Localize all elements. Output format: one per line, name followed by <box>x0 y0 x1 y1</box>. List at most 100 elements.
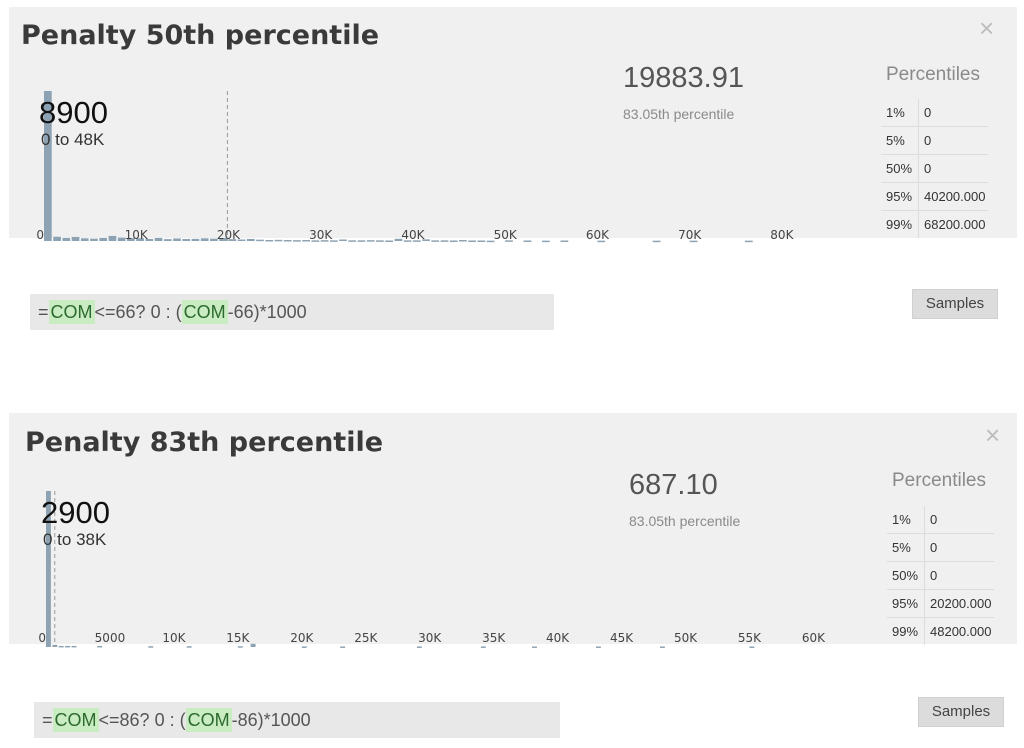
chart-card-1: Penalty 50th percentile × 0 10K 20K 30K 40K 5… <box>9 7 1017 243</box>
histogram-bar <box>127 238 135 241</box>
histogram-bar <box>597 240 606 243</box>
x-tick-label: 25K <box>354 631 378 645</box>
histogram-bar <box>182 238 191 241</box>
histogram-bar <box>348 240 357 242</box>
histogram-bar <box>311 240 320 242</box>
histogram-bar <box>191 238 200 241</box>
histogram-bar <box>219 237 227 241</box>
x-tick-label: 0 <box>38 631 46 645</box>
x-tick-label: 0 <box>36 228 44 242</box>
x-tick-label: 30K <box>309 228 333 242</box>
histogram-bar <box>301 646 307 648</box>
stat-value: 19883.91 <box>623 62 744 94</box>
formula-ref-com[interactable]: COM <box>52 708 99 732</box>
histogram-bar <box>97 645 103 648</box>
table-row: 5% 0 <box>881 126 988 155</box>
percentile-key: 1% <box>887 506 925 534</box>
histogram-bar <box>652 240 661 243</box>
percentile-value: 40200.000 <box>918 182 988 211</box>
histogram-bar <box>274 239 283 242</box>
histogram-bar <box>136 238 144 241</box>
histogram-bar <box>468 240 477 242</box>
x-tick-label: 10K <box>162 631 186 645</box>
peak-count-label: 2900 <box>41 495 110 530</box>
histogram-bar <box>689 240 698 243</box>
chart-card-2: Penalty 83th percentile × 0 5000 10K 15K 20K… <box>9 413 1017 648</box>
histogram-bar <box>71 645 77 648</box>
x-tick-label: 15K <box>226 631 250 645</box>
x-tick-label: 30K <box>418 631 442 645</box>
table-row: 1% 0 <box>887 506 994 534</box>
formula-ref-com[interactable]: COM <box>181 300 228 324</box>
histogram-bar <box>117 237 126 241</box>
histogram-bar <box>385 240 393 242</box>
formula-equals: = <box>42 710 53 730</box>
histogram-bar <box>186 646 192 648</box>
x-tick-label: 10K <box>125 228 149 242</box>
samples-button[interactable]: Samples <box>912 289 998 319</box>
formula-ref-com[interactable]: COM <box>185 708 232 732</box>
stat-caption: 83.05th percentile <box>623 106 735 122</box>
peak-range-label: 0 to 48K <box>41 130 105 149</box>
chart-title: Penalty 83th percentile <box>25 427 384 458</box>
histogram-bar <box>376 240 384 242</box>
histogram-bar <box>108 235 117 241</box>
histogram-bar <box>595 646 601 648</box>
histogram-bar <box>200 238 209 241</box>
table-row: 1% 0 <box>881 99 988 127</box>
x-tick-label: 60K <box>802 631 826 645</box>
histogram-bar <box>749 646 755 648</box>
percentile-key: 5% <box>881 126 919 155</box>
histogram-bar <box>256 239 264 242</box>
percentile-value: 68200.000 <box>924 217 986 232</box>
percentile-value: 0 <box>918 154 988 183</box>
x-tick-label: 20K <box>290 631 314 645</box>
histogram-bar <box>486 240 495 243</box>
close-icon[interactable]: × <box>979 13 995 43</box>
x-tick-label: 60K <box>586 228 610 242</box>
histogram-bar <box>173 238 181 241</box>
samples-button[interactable]: Samples <box>918 697 1004 727</box>
histogram-bar <box>71 236 80 241</box>
histogram-bar <box>90 238 98 241</box>
percentile-key: 50% <box>887 561 925 590</box>
percentile-value: 0 <box>924 533 994 562</box>
percentiles-table: 1% 0 5% 0 50% 0 95% 40200.000 99% 68200.000 <box>881 99 988 238</box>
histogram-bar <box>58 645 64 648</box>
histogram-bar <box>431 240 440 242</box>
histogram-bar <box>340 646 346 648</box>
formula-field[interactable]: = COM <=66? 0 : (COM -66)*1000 <box>30 294 554 330</box>
table-row: 95% 40200.000 <box>881 182 988 211</box>
percentiles-title: Percentiles <box>892 470 986 491</box>
x-tick-label: 45K <box>610 631 634 645</box>
stat-value: 687.10 <box>629 469 718 501</box>
stat-caption: 83.05th percentile <box>629 513 741 529</box>
percentiles-title: Percentiles <box>886 64 980 85</box>
histogram-bar <box>532 646 537 648</box>
table-row: 50% 0 <box>881 154 988 183</box>
histogram-bar <box>560 240 569 242</box>
formula-ref-com[interactable]: COM <box>48 300 95 324</box>
percentile-key: 50% <box>881 154 919 183</box>
histogram-bar <box>145 238 154 241</box>
histogram-bar <box>237 646 243 648</box>
percentile-value: 0 <box>918 99 988 127</box>
close-icon[interactable]: × <box>985 420 1001 450</box>
histogram-bar <box>542 240 550 243</box>
histogram-bar <box>99 237 108 241</box>
histogram-bar <box>228 239 237 241</box>
histogram-bar <box>46 491 51 647</box>
histogram-bar <box>237 239 246 241</box>
histogram-bar <box>246 238 255 241</box>
x-tick-label: 40K <box>546 631 570 645</box>
histogram-bar <box>339 239 347 241</box>
histogram-bar <box>265 239 274 242</box>
formula-field[interactable]: = COM <=86? 0 : (COM -86)*1000 <box>34 702 560 738</box>
histogram-bar <box>477 240 486 242</box>
histogram-bar <box>154 237 163 241</box>
histogram-bar <box>480 646 486 648</box>
histogram-bar <box>403 240 412 242</box>
formula-text: <=66? 0 : ( <box>94 302 182 322</box>
histogram-bar <box>357 240 366 242</box>
